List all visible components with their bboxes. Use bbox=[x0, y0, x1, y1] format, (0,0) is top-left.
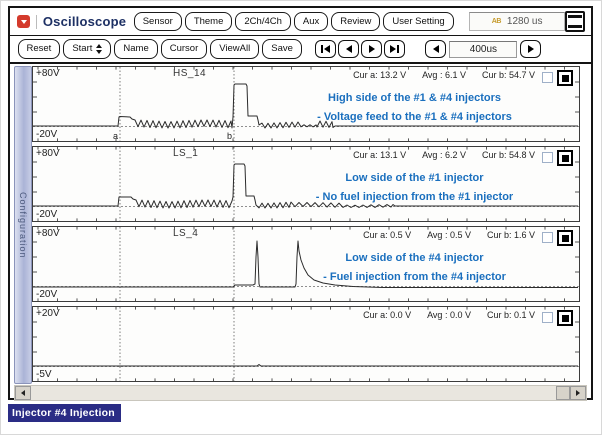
channel-checkbox[interactable] bbox=[542, 232, 553, 243]
waveform-hs14 bbox=[33, 67, 579, 141]
channel-color-button[interactable] bbox=[557, 150, 573, 166]
playback-nav-group bbox=[315, 40, 406, 58]
timebase-decrease-button[interactable] bbox=[425, 40, 447, 58]
channel-panel-4: +20V -5V Cur a: 0.0 V Avg : 0.0 V Cur b:… bbox=[32, 306, 580, 382]
waveform-ls4 bbox=[33, 227, 579, 301]
channel-panel-2: +80V -20V LS_1 Cur a: 13.1 V Avg : 6.2 V… bbox=[32, 146, 580, 222]
scroll-left-button[interactable] bbox=[15, 386, 31, 400]
timebase-value: 400us bbox=[449, 40, 518, 58]
avg-value: Avg : 0.5 V bbox=[427, 230, 471, 240]
configuration-tab-label: Configuration bbox=[18, 191, 28, 259]
channel-color-button[interactable] bbox=[557, 230, 573, 246]
scroll-right-button[interactable] bbox=[570, 386, 586, 400]
vmax-label: +80V bbox=[36, 148, 60, 159]
save-button[interactable]: Save bbox=[262, 39, 302, 59]
start-label: Start bbox=[72, 43, 93, 55]
annotation: Low side of the #4 injector - Fuel injec… bbox=[258, 249, 571, 287]
aux-button[interactable]: Aux bbox=[293, 11, 329, 32]
sample-time-value: 1280 us bbox=[506, 16, 543, 27]
cursor-a-value: Cur a: 13.1 V bbox=[353, 150, 407, 160]
reset-button[interactable]: Reset bbox=[17, 39, 61, 59]
channel-checkbox[interactable] bbox=[542, 312, 553, 323]
cursor-b-value: Cur b: 0.1 V bbox=[486, 310, 535, 320]
channel-mode-button[interactable]: 2Ch/4Ch bbox=[235, 11, 291, 32]
measurements: Cur a: 0.0 V Avg : 0.0 V Cur b: 0.1 V bbox=[363, 310, 535, 320]
sensor-button[interactable]: Sensor bbox=[133, 11, 182, 32]
timebase-increase-button[interactable] bbox=[520, 40, 542, 58]
vmin-label: -20V bbox=[36, 129, 58, 140]
cursor-b-value: Cur b: 1.6 V bbox=[486, 230, 535, 240]
cursor-b-value: Cur b: 54.8 V bbox=[481, 150, 535, 160]
scrollbar-track[interactable] bbox=[31, 386, 556, 400]
annotation-line-2: - No fuel injection from the #1 injector bbox=[315, 191, 514, 203]
start-button[interactable]: Start bbox=[63, 39, 112, 59]
cursor-a-value: Cur a: 0.0 V bbox=[363, 310, 412, 320]
measurements: Cur a: 13.1 V Avg : 6.2 V Cur b: 54.8 V bbox=[353, 150, 535, 160]
cursor-b-label: b bbox=[227, 131, 233, 141]
channel-name: HS_14 bbox=[173, 68, 207, 79]
prev-frame-button[interactable] bbox=[338, 40, 360, 58]
annotation: Low side of the #1 injector - No fuel in… bbox=[258, 169, 571, 207]
channel-panel-1: +80V -20V HS_14 Cur a: 13.2 V Avg : 6.1 … bbox=[32, 66, 580, 142]
vmax-label: +20V bbox=[36, 308, 60, 319]
divider bbox=[36, 14, 37, 29]
channel-checkbox[interactable] bbox=[542, 152, 553, 163]
first-frame-button[interactable] bbox=[315, 40, 337, 58]
channel-color-button[interactable] bbox=[557, 310, 573, 326]
cursor-a-label: a bbox=[113, 131, 119, 141]
name-button[interactable]: Name bbox=[114, 39, 158, 59]
user-setting-button[interactable]: User Setting bbox=[383, 11, 454, 32]
vmin-label: -20V bbox=[36, 289, 58, 300]
measurements: Cur a: 0.5 V Avg : 0.5 V Cur b: 1.6 V bbox=[363, 230, 535, 240]
caption-label: Injector #4 Injection bbox=[8, 404, 121, 422]
sample-time-icon: AB bbox=[491, 18, 502, 25]
oscilloscope-window: Oscilloscope Sensor Theme 2Ch/4Ch Aux Re… bbox=[8, 6, 593, 401]
channel-panel-3: +80V -20V LS_4 Cur a: 0.5 V Avg : 0.5 V … bbox=[32, 226, 580, 302]
top-toolbar: Oscilloscope Sensor Theme 2Ch/4Ch Aux Re… bbox=[10, 8, 591, 36]
control-toolbar: Reset Start Name Cursor ViewAll Save 400… bbox=[10, 36, 591, 64]
theme-button[interactable]: Theme bbox=[184, 11, 233, 32]
waveform-ch4 bbox=[33, 307, 579, 381]
annotation-line-2: - Fuel injection from the #4 injector bbox=[323, 271, 506, 283]
avg-value: Avg : 6.1 V bbox=[422, 70, 466, 80]
channel-checkbox[interactable] bbox=[542, 72, 553, 83]
measurements: Cur a: 13.2 V Avg : 6.1 V Cur b: 54.7 V bbox=[353, 70, 535, 80]
app-title: Oscilloscope bbox=[42, 14, 127, 29]
vmax-label: +80V bbox=[36, 68, 60, 79]
menu-bar bbox=[568, 15, 582, 18]
configuration-tab[interactable]: Configuration bbox=[14, 66, 32, 384]
annotation-line-2: - Voltage feed to the #1 & #4 injectors bbox=[317, 111, 512, 123]
horizontal-scrollbar[interactable] bbox=[14, 385, 587, 401]
waveform-ls1 bbox=[33, 147, 579, 221]
last-frame-button[interactable] bbox=[384, 40, 406, 58]
avg-value: Avg : 0.0 V bbox=[427, 310, 471, 320]
scrollbar-thumb[interactable] bbox=[556, 386, 570, 400]
cursor-button[interactable]: Cursor bbox=[160, 39, 208, 59]
down-arrow-icon bbox=[20, 19, 27, 24]
timebase-selector: 400us bbox=[425, 40, 542, 58]
annotation-line-1: High side of the #1 & #4 injectors bbox=[328, 92, 501, 104]
sample-time-indicator: AB 1280 us bbox=[469, 12, 566, 31]
annotation-line-1: Low side of the #4 injector bbox=[345, 252, 484, 264]
spinner-icon bbox=[96, 44, 103, 54]
channel-name: LS_4 bbox=[173, 228, 199, 239]
app-dropdown-icon[interactable] bbox=[17, 15, 30, 28]
cursor-b-value: Cur b: 54.7 V bbox=[481, 70, 535, 80]
vmin-label: -20V bbox=[36, 209, 58, 220]
window-menu-icon[interactable] bbox=[565, 11, 585, 32]
menu-bar bbox=[568, 25, 582, 28]
cursor-a-value: Cur a: 0.5 V bbox=[363, 230, 412, 240]
annotation: High side of the #1 & #4 injectors - Vol… bbox=[258, 89, 571, 127]
channel-color-button[interactable] bbox=[557, 70, 573, 86]
vmin-label: -5V bbox=[36, 369, 52, 380]
avg-value: Avg : 6.2 V bbox=[422, 150, 466, 160]
viewall-button[interactable]: ViewAll bbox=[210, 39, 260, 59]
cursor-a-value: Cur a: 13.2 V bbox=[353, 70, 407, 80]
next-frame-button[interactable] bbox=[361, 40, 383, 58]
channel-name: LS_1 bbox=[173, 148, 199, 159]
vmax-label: +80V bbox=[36, 228, 60, 239]
annotation-line-1: Low side of the #1 injector bbox=[345, 172, 484, 184]
review-button[interactable]: Review bbox=[331, 11, 381, 32]
